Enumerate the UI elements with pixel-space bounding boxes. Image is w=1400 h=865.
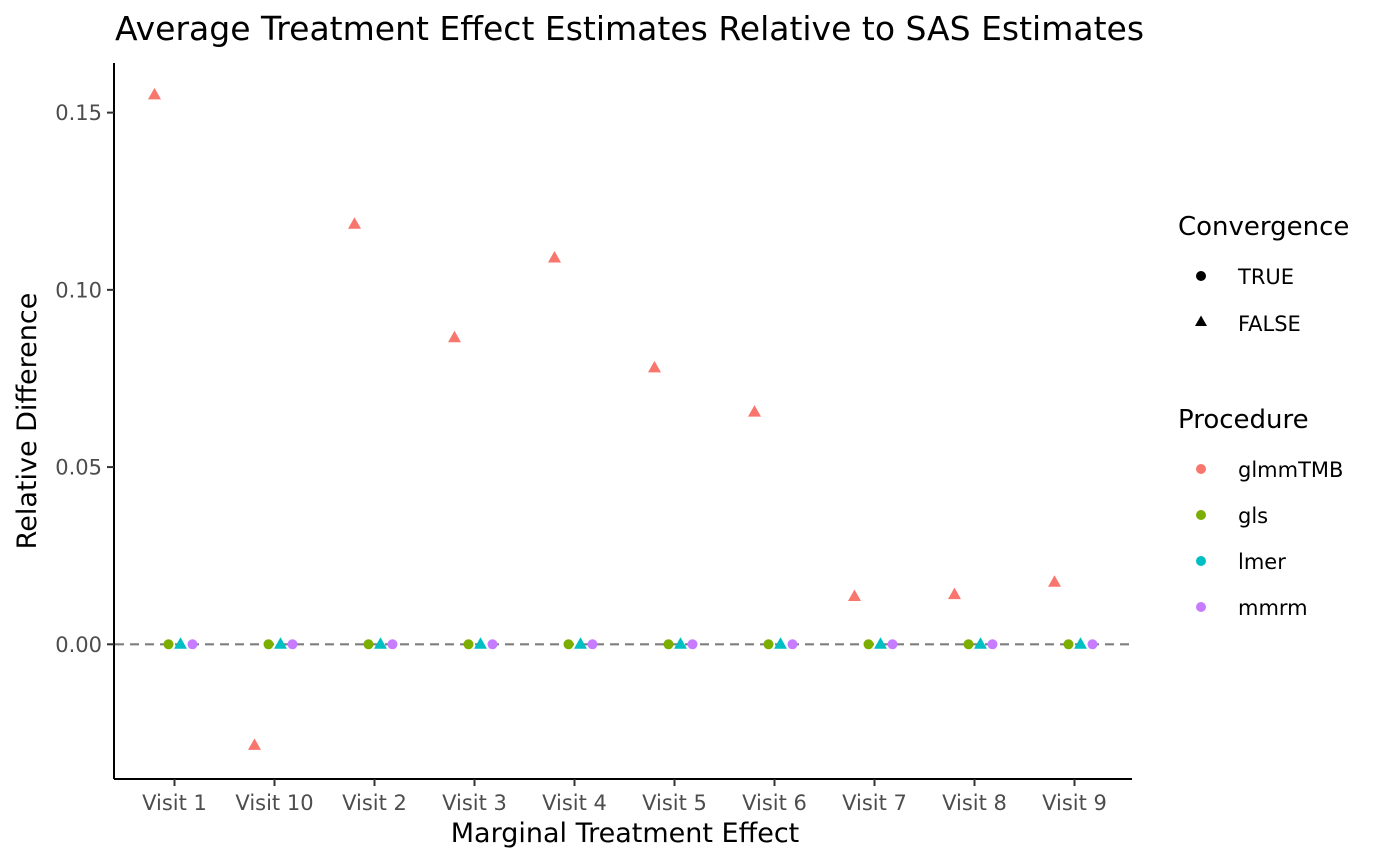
point-mmrm-visit-3 [487, 639, 498, 650]
point-gls-visit-8 [963, 639, 974, 650]
point-lmer-visit-8 [974, 637, 987, 649]
legend-swatch-mmrm [1196, 602, 1206, 612]
legend-item-mmrm: mmrm [1196, 596, 1308, 620]
y-tick-label: 0.15 [55, 101, 102, 125]
point-lmer-visit-9 [1074, 637, 1087, 649]
point-mmrm-visit-4 [587, 639, 598, 650]
point-gls-visit-10 [263, 639, 274, 650]
x-tick-label: Visit 4 [542, 791, 607, 815]
x-tick-label: Visit 6 [742, 791, 807, 815]
x-tick-label: Visit 9 [1042, 791, 1107, 815]
point-gls-visit-2 [363, 639, 374, 650]
point-mmrm-visit-9 [1087, 639, 1098, 650]
point-mmrm-visit-2 [387, 639, 398, 650]
point-gls-visit-9 [1063, 639, 1074, 650]
legend-circle-symbol [1196, 271, 1206, 281]
point-mmrm-visit-5 [687, 639, 698, 650]
x-tick-label: Visit 7 [842, 791, 907, 815]
legend-item-lmer: lmer [1196, 550, 1286, 574]
x-tick-label: Visit 3 [442, 791, 507, 815]
point-glmmtmb-visit-3 [448, 330, 461, 343]
legend-label-glmmtmb: glmmTMB [1238, 458, 1343, 482]
point-gls-visit-4 [563, 639, 574, 650]
point-lmer-visit-2 [374, 637, 387, 649]
point-mmrm-visit-6 [787, 639, 798, 650]
legend-triangle-symbol [1195, 315, 1207, 326]
legend-swatch-lmer [1196, 556, 1206, 566]
x-tick-label: Visit 1 [142, 791, 207, 815]
legend-label-lmer: lmer [1238, 550, 1286, 574]
legend-swatch-glmmtmb [1196, 464, 1206, 474]
chart-title: Average Treatment Effect Estimates Relat… [115, 9, 1144, 48]
y-axis-ticks: 0.00 0.05 0.10 0.15 [55, 101, 114, 657]
x-tick-label: Visit 10 [235, 791, 313, 815]
legend-item-glmmtmb: glmmTMB [1196, 458, 1343, 482]
legend-item-false: FALSE [1195, 312, 1301, 336]
point-glmmtmb-visit-4 [548, 250, 561, 263]
point-glmmtmb-visit-8 [948, 587, 961, 600]
point-glmmtmb-visit-6 [748, 405, 761, 417]
x-axis-ticks: Visit 1 Visit 10 Visit 2 Visit 3 Visit 4 Visi… [142, 779, 1107, 815]
point-mmrm-visit-7 [887, 639, 898, 650]
legend-item-gls: gls [1196, 504, 1268, 528]
point-gls-visit-5 [663, 639, 674, 650]
point-glmmtmb-visit-7 [848, 589, 861, 601]
point-lmer-visit-10 [274, 637, 287, 649]
legend-label-false: FALSE [1238, 312, 1301, 336]
point-mmrm-visit-10 [287, 639, 298, 650]
legend: Convergence TRUE FALSE Procedure glmmTMB… [1178, 212, 1349, 620]
point-lmer-visit-4 [574, 637, 587, 649]
point-mmrm-visit-1 [187, 639, 198, 650]
y-tick-label: 0.05 [55, 456, 102, 480]
point-lmer-visit-1 [174, 637, 187, 649]
legend-title-convergence: Convergence [1178, 212, 1349, 242]
point-glmmtmb-visit-2 [348, 217, 361, 229]
x-tick-label: Visit 5 [642, 791, 707, 815]
point-gls-visit-7 [863, 639, 874, 650]
legend-label-gls: gls [1238, 504, 1268, 528]
point-mmrm-visit-8 [987, 639, 998, 650]
point-lmer-visit-7 [874, 637, 887, 649]
legend-swatch-gls [1196, 510, 1206, 520]
point-gls-visit-3 [463, 639, 474, 650]
point-lmer-visit-6 [774, 637, 787, 649]
y-axis-title: Relative Difference [12, 293, 43, 550]
x-tick-label: Visit 2 [342, 791, 407, 815]
legend-label-true: TRUE [1237, 265, 1294, 289]
point-gls-visit-6 [763, 639, 774, 650]
legend-title-procedure: Procedure [1178, 405, 1309, 435]
point-lmer-visit-3 [474, 637, 487, 649]
legend-item-true: TRUE [1196, 265, 1294, 289]
x-axis-title: Marginal Treatment Effect [451, 818, 800, 849]
point-glmmtmb-visit-5 [648, 360, 661, 373]
data-points [148, 87, 1098, 750]
y-tick-label: 0.10 [55, 278, 102, 302]
point-glmmtmb-visit-1 [148, 87, 161, 100]
point-glmmtmb-visit-9 [1048, 575, 1061, 587]
x-tick-label: Visit 8 [942, 791, 1007, 815]
legend-label-mmrm: mmrm [1238, 596, 1308, 620]
y-tick-label: 0.00 [55, 633, 102, 657]
point-lmer-visit-5 [674, 637, 687, 649]
point-gls-visit-1 [163, 639, 174, 650]
point-glmmtmb-visit-10 [248, 738, 261, 750]
